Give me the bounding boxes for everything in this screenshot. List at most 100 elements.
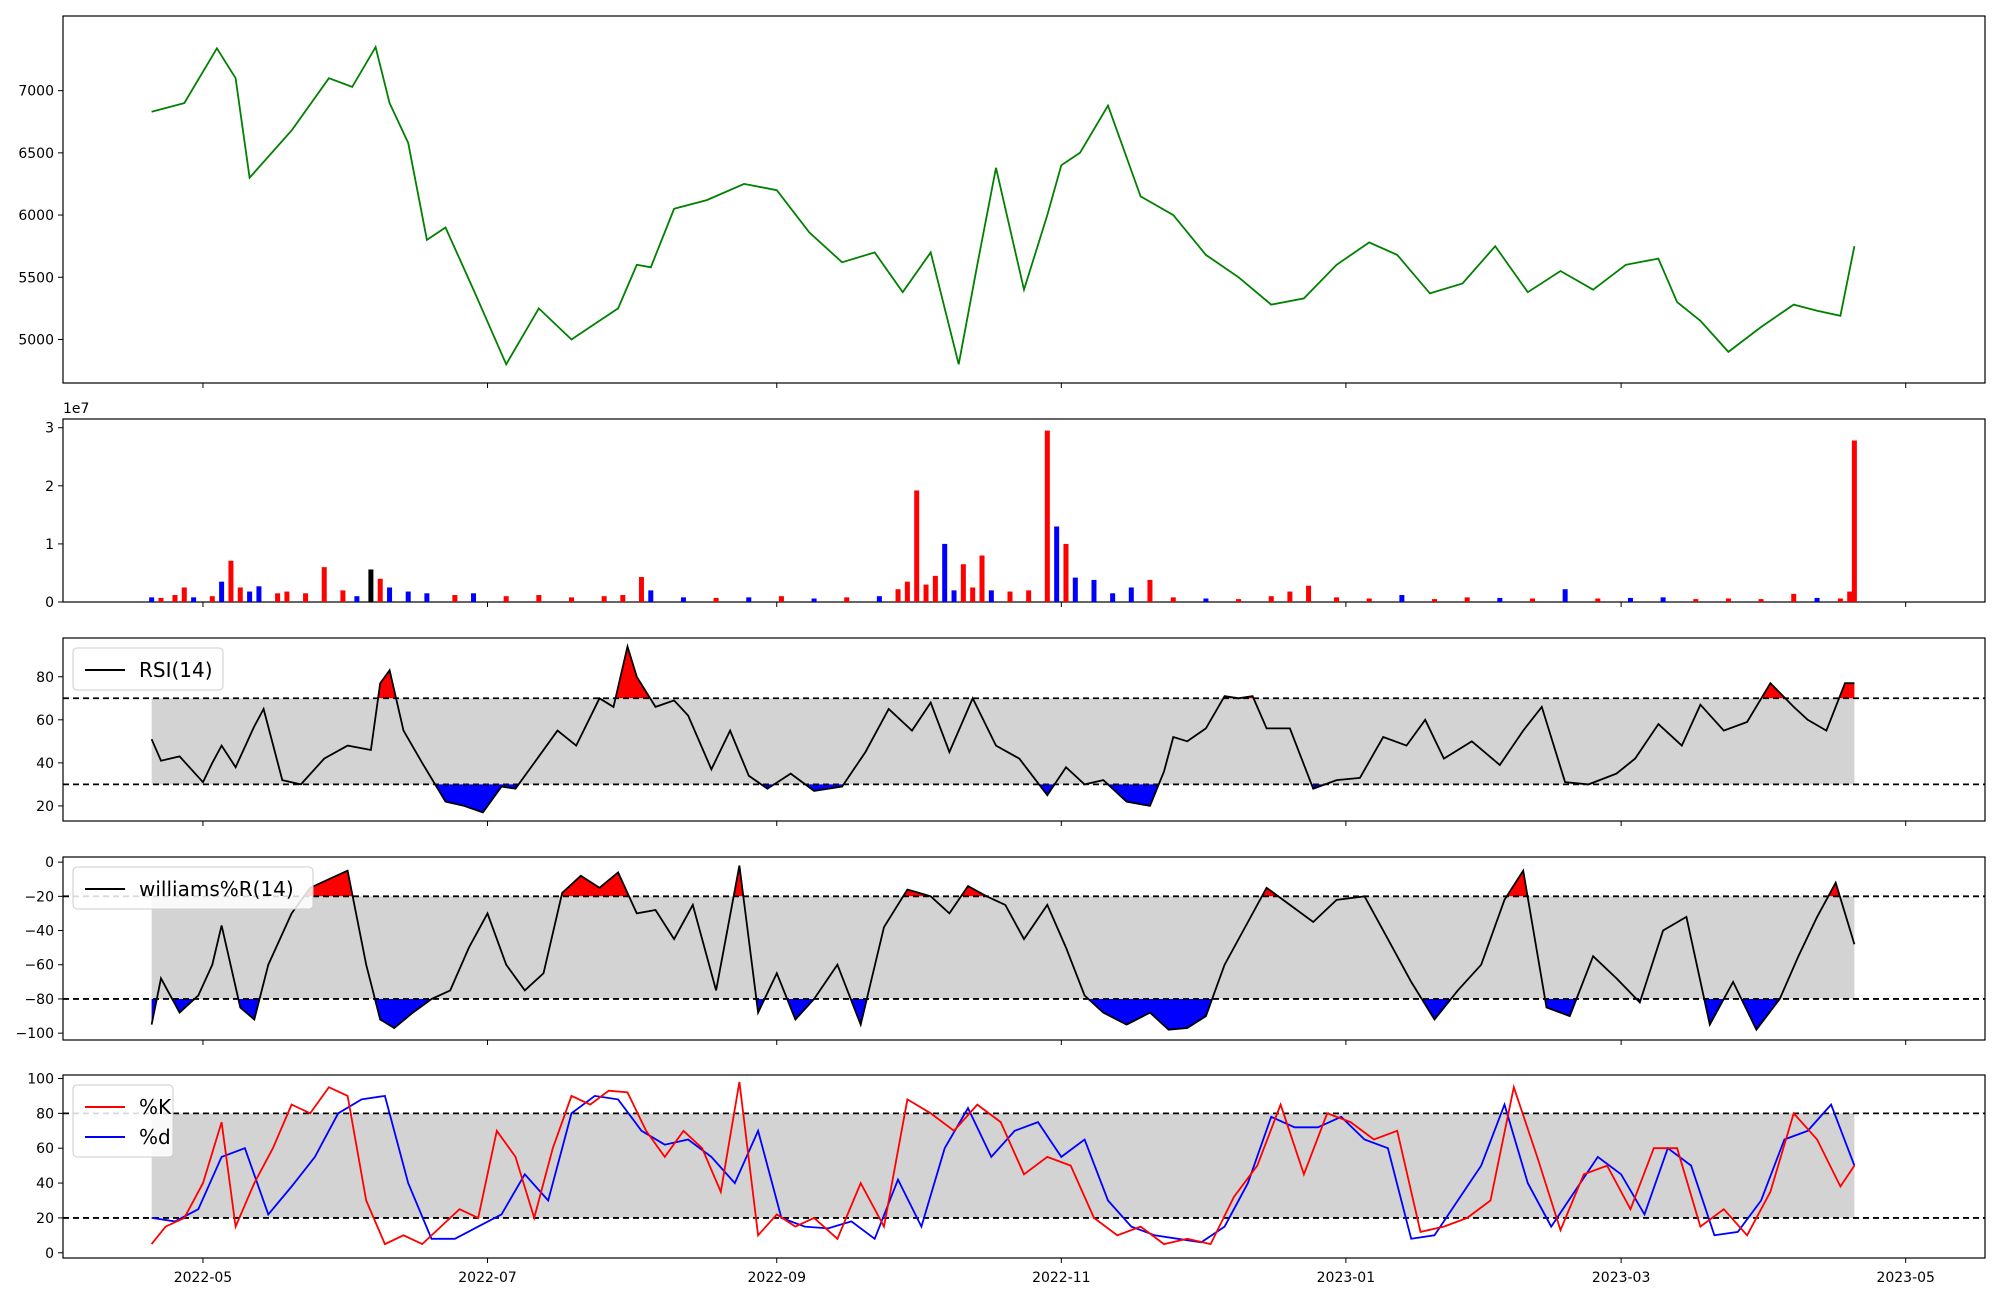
volume-bar bbox=[1814, 597, 1820, 602]
volume-bar bbox=[844, 597, 850, 602]
price-panel: 5000 5500 6000 6500 7000 bbox=[18, 15, 1986, 388]
axes-frame bbox=[62, 856, 1986, 1041]
x-tick-label: 2022-11 bbox=[1032, 1270, 1091, 1286]
volume-offset-label: 1e7 bbox=[63, 401, 89, 417]
volume-bar bbox=[746, 597, 752, 602]
volume-bar bbox=[1091, 579, 1097, 602]
volume-bar bbox=[1236, 599, 1242, 602]
rsi-oversold-fill bbox=[1108, 784, 1159, 806]
volume-bar bbox=[1851, 440, 1857, 602]
y-tick-label: 0 bbox=[45, 855, 54, 871]
rsi-oversold-fill bbox=[1039, 784, 1055, 796]
volume-bar bbox=[303, 593, 309, 602]
volume-bar bbox=[1063, 543, 1069, 602]
volume-bar bbox=[568, 597, 574, 602]
y-tick-label: 1 bbox=[45, 537, 54, 553]
volume-bar bbox=[149, 597, 155, 602]
volume-bar bbox=[932, 575, 938, 602]
williams-oversold-fill bbox=[375, 999, 432, 1028]
y-tick-label: −100 bbox=[16, 1026, 54, 1042]
volume-bar bbox=[713, 597, 719, 602]
volume-bar bbox=[1203, 598, 1209, 602]
y-tick-label: 80 bbox=[36, 1106, 54, 1122]
volume-bar bbox=[1595, 598, 1601, 602]
y-tick-label: 2 bbox=[45, 479, 54, 495]
x-tick-label: 2023-03 bbox=[1592, 1270, 1651, 1286]
legend-label: %d bbox=[139, 1125, 171, 1149]
y-tick-label: −60 bbox=[24, 958, 54, 974]
volume-bar bbox=[1497, 597, 1503, 602]
stochastic-d-line bbox=[151, 1094, 1856, 1244]
rsi-neutral-band bbox=[151, 698, 1855, 785]
volume-bar bbox=[354, 596, 360, 602]
williams-oversold-fill bbox=[850, 999, 867, 1025]
volume-bar bbox=[424, 593, 430, 602]
volume-bar bbox=[1399, 595, 1405, 602]
volume-bar bbox=[1287, 591, 1293, 602]
volume-bar bbox=[638, 577, 644, 602]
volume-bar bbox=[368, 569, 374, 602]
volume-bar bbox=[680, 597, 686, 602]
volume-bar bbox=[237, 587, 243, 602]
volume-bar bbox=[1693, 599, 1699, 602]
rsi-oversold-fill bbox=[805, 784, 844, 791]
volume-bar bbox=[923, 584, 929, 602]
legend-box bbox=[72, 647, 224, 691]
volume-bar bbox=[811, 598, 817, 602]
volume-bar bbox=[970, 587, 976, 602]
volume-bar bbox=[1054, 526, 1060, 602]
axes-frame bbox=[62, 637, 1986, 822]
volume-bar bbox=[256, 586, 262, 602]
rsi-oversold-fill bbox=[435, 784, 519, 813]
y-tick-label: 5500 bbox=[18, 270, 54, 286]
legend-box bbox=[72, 866, 314, 910]
y-tick-label: 20 bbox=[36, 1211, 54, 1227]
volume-bar bbox=[191, 597, 197, 602]
williams-neutral-band bbox=[151, 896, 1855, 999]
volume-bar bbox=[979, 555, 985, 602]
legend: RSI(14) bbox=[72, 647, 224, 691]
williams-oversold-fill bbox=[1545, 999, 1577, 1017]
volume-bar bbox=[778, 596, 784, 602]
volume-bar bbox=[275, 593, 281, 602]
volume-bar bbox=[1529, 598, 1535, 602]
volume-bar bbox=[1306, 585, 1312, 602]
volume-bar bbox=[1847, 591, 1853, 602]
volume-bar bbox=[1837, 598, 1843, 602]
volume-bar bbox=[377, 578, 383, 602]
williams-line bbox=[150, 865, 1856, 1032]
volume-bar bbox=[876, 596, 882, 602]
volume-bar bbox=[387, 587, 393, 602]
volume-bar bbox=[988, 590, 994, 602]
volume-bar bbox=[471, 593, 477, 602]
volume-bar bbox=[321, 567, 327, 602]
volume-bar bbox=[904, 581, 910, 602]
axes-frame bbox=[62, 15, 1986, 384]
volume-bar bbox=[1660, 597, 1666, 602]
rsi-overbought-fill bbox=[378, 670, 397, 699]
y-tick-label: 0 bbox=[45, 1246, 54, 1262]
volume-bar bbox=[340, 590, 346, 602]
y-tick-label: 40 bbox=[36, 756, 54, 772]
rsi-overbought-fill bbox=[1839, 683, 1855, 699]
stochastic-k-line bbox=[150, 1081, 1856, 1246]
williams-oversold-fill bbox=[1741, 999, 1780, 1030]
williams-r-panel: 0 −20 −40 −60 −80 −100 williams%R(14) bbox=[16, 855, 1986, 1045]
volume-bar bbox=[536, 595, 542, 602]
volume-bar bbox=[1007, 591, 1013, 602]
y-tick-label: 6500 bbox=[18, 146, 54, 162]
volume-bar bbox=[942, 543, 948, 602]
williams-oversold-fill bbox=[1088, 999, 1213, 1030]
rsi-panel: 20 40 60 80 RSI(14) bbox=[36, 637, 1986, 826]
y-tick-label: 20 bbox=[36, 799, 54, 815]
williams-overbought-fill bbox=[1828, 882, 1840, 897]
volume-bar bbox=[284, 591, 290, 602]
williams-oversold-fill bbox=[238, 999, 260, 1020]
volume-bar bbox=[648, 590, 654, 602]
volume-bar bbox=[1147, 579, 1153, 602]
legend-box bbox=[72, 1084, 174, 1158]
legend-label: %K bbox=[139, 1095, 172, 1119]
volume-bar bbox=[1170, 597, 1176, 602]
x-tick-label: 2023-01 bbox=[1317, 1270, 1376, 1286]
volume-bar bbox=[1725, 598, 1731, 602]
